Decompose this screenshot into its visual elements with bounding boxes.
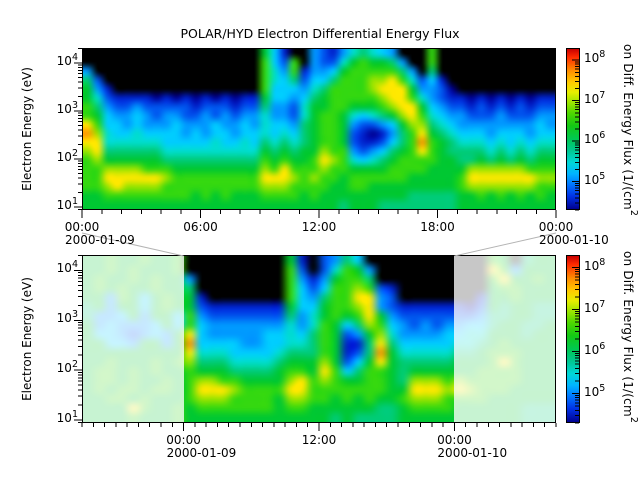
main-y-tick-label-3: 101 [56, 196, 78, 213]
main-colorbar[interactable] [566, 48, 580, 210]
context-x-tick-label-1: 12:00 [301, 433, 337, 447]
main-colorbar-tick-label-2: 106 [584, 130, 606, 147]
context-fade-left [83, 256, 184, 422]
context-x-tick-label-0: 00:00 [166, 433, 201, 447]
context-fade-right [454, 256, 555, 422]
main-x-tick-label-3: 18:00 [420, 220, 455, 234]
main-y-axis-title: Electron Energy (eV) [20, 67, 34, 191]
main-x-tick-label-1: 06:00 [183, 220, 218, 234]
context-x-tick-label-2: 00:00 [437, 433, 472, 447]
main-y-tick-label-1: 103 [56, 99, 78, 116]
context-y-tick-label-3: 101 [56, 409, 78, 425]
main-colorbar-tick-label-1: 107 [584, 89, 606, 106]
context-y-tick-label-2: 102 [56, 359, 78, 376]
context-y-tick-label-0: 104 [56, 259, 78, 276]
context-y-axis-title: Electron Energy (eV) [20, 277, 34, 401]
context-colorbar-unit-label: on Diff. Energy Flux (1/(cm2 [621, 251, 639, 424]
main-x-tick-label-0: 00:00 [64, 220, 100, 234]
main-date-label-0: 2000-01-09 [65, 233, 135, 247]
context-colorbar-tick-label-1: 107 [584, 298, 606, 315]
context-colorbar-tick-label-3: 105 [584, 382, 606, 399]
main-x-tick-label-2: 12:00 [301, 220, 337, 234]
plot-title: POLAR/HYD Electron Differential Energy F… [180, 26, 460, 41]
context-colorbar-tick-label-2: 106 [584, 340, 606, 357]
context-date-label-1: 2000-01-10 [437, 446, 508, 460]
main-colorbar-tick-label-3: 105 [584, 170, 606, 187]
main-colorbar-tick-label-0: 108 [584, 49, 606, 66]
main-y-tick-label-0: 104 [56, 51, 78, 68]
context-date-label-0: 2000-01-09 [166, 446, 237, 460]
main-x-tick-label-4: 00:00 [538, 220, 574, 234]
main-spectrogram-plot[interactable] [82, 48, 556, 210]
context-colorbar[interactable] [566, 255, 580, 423]
main-date-label-1: 2000-01-10 [539, 233, 609, 247]
main-spectrogram-canvas[interactable] [83, 49, 555, 209]
main-colorbar-unit-label: on Diff. Energy Flux (1/(cm2 [621, 44, 639, 217]
context-y-tick-label-1: 103 [56, 309, 78, 326]
main-y-tick-label-2: 102 [56, 148, 78, 165]
context-colorbar-tick-label-0: 108 [584, 256, 606, 273]
